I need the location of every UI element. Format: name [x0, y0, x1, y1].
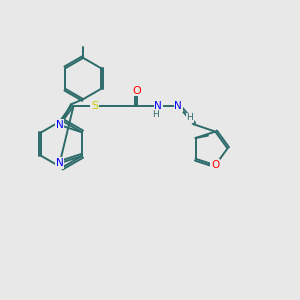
Text: S: S — [91, 101, 98, 111]
Text: H: H — [153, 110, 159, 119]
Text: N: N — [175, 101, 182, 111]
Text: N: N — [56, 158, 64, 168]
Text: H: H — [186, 113, 193, 122]
Text: O: O — [211, 160, 219, 170]
Text: N: N — [154, 101, 162, 111]
Text: O: O — [133, 86, 142, 96]
Text: N: N — [56, 120, 64, 130]
